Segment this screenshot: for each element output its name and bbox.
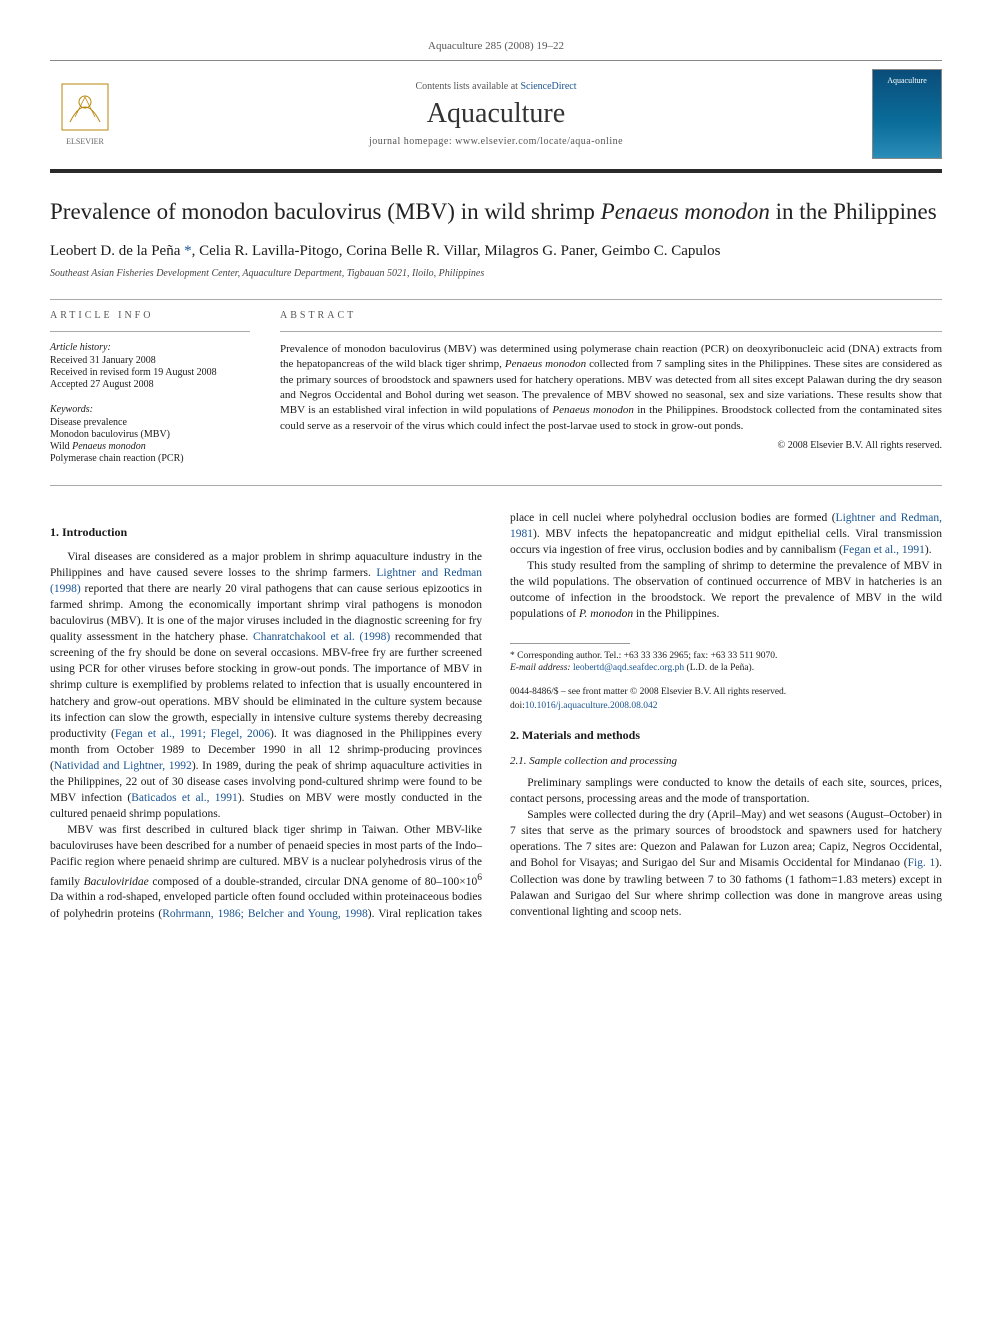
corresponding-author-footnote: * Corresponding author. Tel.: +63 33 336…	[510, 650, 942, 675]
history-label: Article history:	[50, 342, 250, 353]
keyword: Polymerase chain reaction (PCR)	[50, 453, 250, 464]
abstract-copyright: © 2008 Elsevier B.V. All rights reserved…	[280, 440, 942, 451]
journal-reference: Aquaculture 285 (2008) 19–22	[50, 40, 942, 52]
title-species: Penaeus monodon	[601, 199, 770, 224]
paragraph: Viral diseases are considered as a major…	[50, 549, 482, 823]
publisher-label: ELSEVIER	[66, 137, 104, 146]
keyword: Monodon baculovirus (MBV)	[50, 429, 250, 440]
article-footer-meta: 0044-8486/$ – see front matter © 2008 El…	[510, 686, 942, 713]
email-label: E-mail address:	[510, 663, 571, 673]
email-attribution: (L.D. de la Peña).	[687, 663, 755, 673]
issn-line: 0044-8486/$ – see front matter © 2008 El…	[510, 686, 942, 699]
keyword: Wild Penaeus monodon	[50, 441, 250, 452]
keyword: Disease prevalence	[50, 417, 250, 428]
section-heading-methods: 2. Materials and methods	[510, 727, 942, 744]
footnote-separator	[510, 643, 630, 644]
revised-date: Received in revised form 19 August 2008	[50, 367, 250, 378]
journal-cover-thumbnail: Aquaculture	[872, 69, 942, 159]
corresponding-email-link[interactable]: leobertd@aqd.seafdec.org.ph	[573, 663, 684, 673]
subsection-heading-sample: 2.1. Sample collection and processing	[510, 754, 942, 769]
doi-link[interactable]: 10.1016/j.aquaculture.2008.08.042	[525, 701, 658, 711]
section-heading-intro: 1. Introduction	[50, 524, 482, 541]
journal-header: ELSEVIER Contents lists available at Sci…	[50, 60, 942, 173]
received-date: Received 31 January 2008	[50, 355, 250, 366]
paragraph: Samples were collected during the dry (A…	[510, 807, 942, 920]
abstract-text: Prevalence of monodon baculovirus (MBV) …	[280, 342, 942, 434]
corresponding-marker-link[interactable]: *	[184, 243, 192, 259]
article-info-block: ARTICLE INFO Article history: Received 3…	[50, 310, 250, 465]
title-post: in the Philippines	[770, 199, 937, 224]
accepted-date: Accepted 27 August 2008	[50, 379, 250, 390]
divider	[50, 299, 942, 300]
homepage-prefix: journal homepage:	[369, 136, 455, 147]
divider	[50, 485, 942, 486]
abstract-heading: ABSTRACT	[280, 310, 942, 321]
journal-name: Aquaculture	[120, 98, 872, 130]
article-info-heading: ARTICLE INFO	[50, 310, 250, 321]
sciencedirect-link[interactable]: ScienceDirect	[520, 81, 576, 92]
paragraph: Preliminary samplings were conducted to …	[510, 775, 942, 807]
elsevier-logo: ELSEVIER	[50, 74, 120, 154]
doi-label: doi:	[510, 701, 525, 711]
authors-line: Leobert D. de la Peña *, Celia R. Lavill…	[50, 243, 942, 260]
footnote-marker: *	[510, 651, 515, 661]
affiliation: Southeast Asian Fisheries Development Ce…	[50, 268, 942, 279]
article-title: Prevalence of monodon baculovirus (MBV) …	[50, 197, 942, 227]
abstract-block: ABSTRACT Prevalence of monodon baculovir…	[280, 310, 942, 465]
title-pre: Prevalence of monodon baculovirus (MBV) …	[50, 199, 601, 224]
contents-prefix: Contents lists available at	[415, 81, 520, 92]
cover-label: Aquaculture	[887, 76, 927, 85]
paragraph: This study resulted from the sampling of…	[510, 558, 942, 622]
journal-homepage: journal homepage: www.elsevier.com/locat…	[120, 136, 872, 147]
footnote-text: Corresponding author. Tel.: +63 33 336 2…	[517, 651, 777, 661]
contents-line: Contents lists available at ScienceDirec…	[120, 81, 872, 92]
body-text: 1. Introduction Viral diseases are consi…	[50, 510, 942, 922]
homepage-url: www.elsevier.com/locate/aqua-online	[455, 136, 623, 147]
keywords-label: Keywords:	[50, 404, 250, 415]
